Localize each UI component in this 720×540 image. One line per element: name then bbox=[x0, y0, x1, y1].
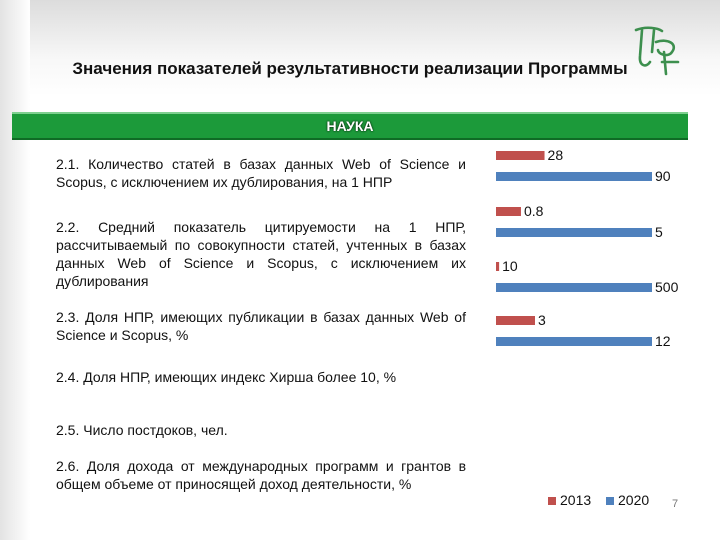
bar-2020-2.5 bbox=[496, 283, 652, 292]
bar-2020-2.3 bbox=[496, 172, 652, 181]
data-label-2013-2.6: 3 bbox=[538, 312, 546, 328]
indicator-label-2-1: 2.1. Количество статей в базах данных We… bbox=[56, 156, 466, 190]
legend-label-2020: 2020 bbox=[618, 492, 650, 508]
bar-2013-2.3 bbox=[496, 151, 545, 160]
legend-swatch-2013 bbox=[548, 497, 556, 505]
data-label-2013-2.5: 10 bbox=[502, 258, 518, 274]
data-label-2020-2.4: 5 bbox=[655, 224, 663, 240]
bar-2020-2.4 bbox=[496, 228, 652, 237]
indicator-label-2-3: 2.3. Доля НПР, имеющих публикации в база… bbox=[56, 309, 466, 343]
legend-label-2013: 2013 bbox=[560, 492, 592, 508]
left-shade bbox=[0, 0, 30, 540]
page-number: 7 bbox=[672, 498, 679, 510]
indicator-label-2-4: 2.4. Доля НПР, имеющих индекс Хирша боле… bbox=[56, 369, 397, 385]
bar-2013-2.5 bbox=[496, 262, 500, 271]
section-banner: НАУКА bbox=[12, 112, 688, 140]
data-label-2020-2.3: 90 bbox=[655, 168, 671, 184]
legend-swatch-2020 bbox=[606, 497, 614, 505]
data-label-2013-2.4: 0.8 bbox=[524, 203, 544, 219]
indicator-label-2-5: 2.5. Число постдоков, чел. bbox=[56, 422, 228, 438]
indicator-label-2-2: 2.2. Средний показатель цитируемости на … bbox=[56, 219, 466, 289]
slide-title: Значения показателей результативности ре… bbox=[72, 59, 628, 78]
data-label-2013-2.3: 28 bbox=[548, 147, 564, 163]
section-label: НАУКА bbox=[326, 118, 374, 134]
indicator-label-2-6: 2.6. Доля дохода от международных програ… bbox=[56, 458, 466, 492]
bar-2020-2.6 bbox=[496, 337, 652, 346]
bar-2013-2.6 bbox=[496, 316, 535, 325]
header-band bbox=[0, 0, 720, 96]
bar-2013-2.4 bbox=[496, 207, 521, 216]
university-logo-icon bbox=[634, 26, 680, 76]
data-label-2020-2.5: 500 bbox=[655, 279, 679, 295]
data-label-2020-2.6: 12 bbox=[655, 333, 671, 349]
